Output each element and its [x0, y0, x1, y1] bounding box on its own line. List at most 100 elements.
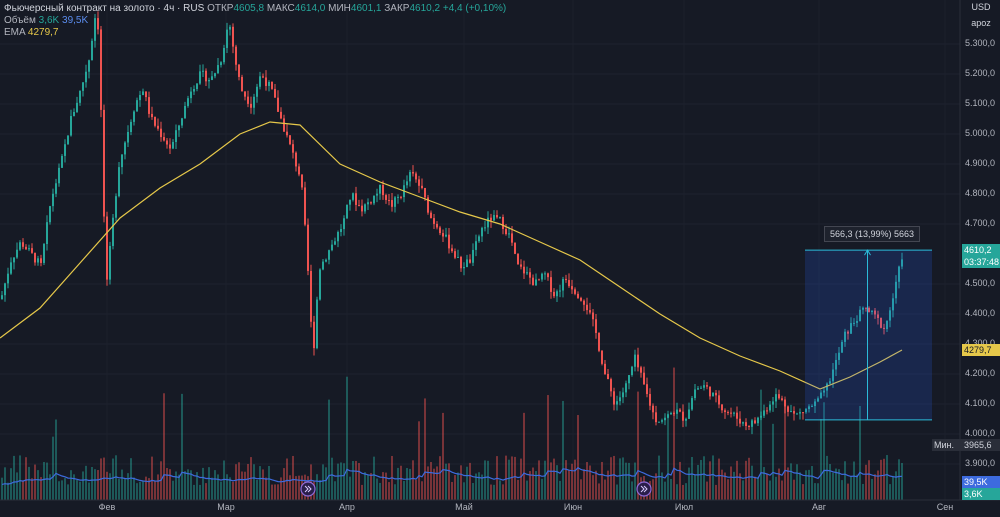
volume-bar	[616, 484, 618, 500]
time-tick-label: Апр	[339, 502, 355, 512]
volume-bar	[103, 457, 105, 500]
candle-body	[55, 183, 57, 194]
candle-body	[259, 76, 261, 87]
candle-body	[394, 197, 396, 207]
candle-body	[439, 227, 441, 234]
volume-bar	[139, 481, 141, 500]
candle-body	[373, 195, 375, 204]
event-markers[interactable]	[300, 481, 652, 497]
candle-body	[121, 154, 123, 168]
volume-bar	[298, 475, 300, 500]
candle-body	[868, 307, 870, 313]
candle-body	[889, 310, 891, 321]
candle-body	[358, 204, 360, 206]
candle-body	[610, 379, 612, 392]
candle-body	[733, 412, 735, 414]
candle-body	[298, 166, 300, 175]
volume-bar	[481, 474, 483, 500]
volume-label: Объём	[4, 15, 36, 26]
volume-bar	[766, 473, 768, 500]
high-value: 4614,0	[294, 3, 326, 14]
volume-bar	[505, 455, 507, 500]
volume-bar	[682, 484, 684, 500]
volume-bar	[529, 471, 531, 500]
candle-body	[886, 320, 888, 330]
candlestick-series	[1, 11, 903, 435]
volume-bar	[226, 474, 228, 500]
volume-bar	[280, 477, 282, 500]
volume-bar	[433, 468, 435, 500]
volume-bar	[829, 464, 831, 500]
candle-body	[115, 196, 117, 218]
user-label[interactable]: apoz	[971, 18, 991, 28]
candle-body	[40, 258, 42, 263]
volume-bar	[547, 395, 549, 500]
time-tick-label: Сен	[936, 502, 954, 512]
candle-body	[862, 307, 864, 310]
candle-body	[445, 234, 447, 237]
volume-bar	[469, 462, 471, 500]
candle-body	[709, 386, 711, 397]
volume-bar	[859, 405, 861, 500]
candle-body	[475, 241, 477, 250]
candle-body	[277, 97, 279, 112]
candle-body	[220, 62, 222, 66]
volume-bar	[292, 455, 294, 500]
candle-body	[625, 383, 627, 393]
volume-bar	[844, 461, 846, 500]
volume-bar	[43, 462, 45, 500]
volume-bar	[772, 423, 774, 500]
candle-body	[1, 295, 3, 299]
price-tick-label: 5.300,0	[965, 38, 996, 48]
candle-body	[508, 233, 510, 235]
volume-bar	[40, 477, 42, 500]
candle-body	[151, 113, 153, 118]
volume-bar	[286, 458, 288, 500]
volume-bar	[634, 462, 636, 500]
candle-body	[769, 404, 771, 411]
candle-body	[19, 242, 21, 250]
candle-body	[802, 412, 804, 414]
volume-bar	[331, 457, 333, 500]
volume-bar	[508, 459, 510, 500]
candle-body	[67, 135, 69, 145]
candle-body	[634, 354, 636, 367]
volume-bar	[694, 474, 696, 500]
measure-tool[interactable]	[805, 249, 932, 421]
currency-button[interactable]: USD	[971, 2, 991, 12]
candle-body	[223, 47, 225, 63]
candle-body	[757, 417, 759, 424]
volume-bar	[727, 479, 729, 500]
volume-bar	[514, 456, 516, 500]
candle-body	[283, 118, 285, 132]
volume-bar	[676, 484, 678, 500]
candle-body	[511, 233, 513, 243]
volume-bar	[10, 468, 12, 500]
candle-body	[313, 321, 315, 349]
volume-bar	[811, 466, 813, 500]
time-tick-label: Мар	[217, 502, 235, 512]
candle-body	[265, 77, 267, 86]
candle-body	[214, 73, 216, 77]
volume-bar	[733, 471, 735, 500]
candle-body	[532, 277, 534, 286]
candle-body	[811, 406, 813, 408]
candle-body	[184, 105, 186, 119]
volume-bar	[88, 482, 90, 500]
candle-body	[538, 279, 540, 281]
volume-bar	[775, 476, 777, 500]
volume-bar	[475, 473, 477, 500]
candle-body	[895, 281, 897, 299]
candle-body	[343, 218, 345, 230]
candle-body	[874, 310, 876, 315]
volume-bar	[328, 399, 330, 500]
candle-body	[496, 215, 498, 218]
volume-bar	[121, 469, 123, 500]
candle-body	[688, 409, 690, 419]
volume-bar	[691, 457, 693, 500]
volume-bar	[244, 471, 246, 500]
volume-bar	[238, 462, 240, 500]
volume-bar	[679, 461, 681, 500]
volume-bar	[586, 462, 588, 500]
